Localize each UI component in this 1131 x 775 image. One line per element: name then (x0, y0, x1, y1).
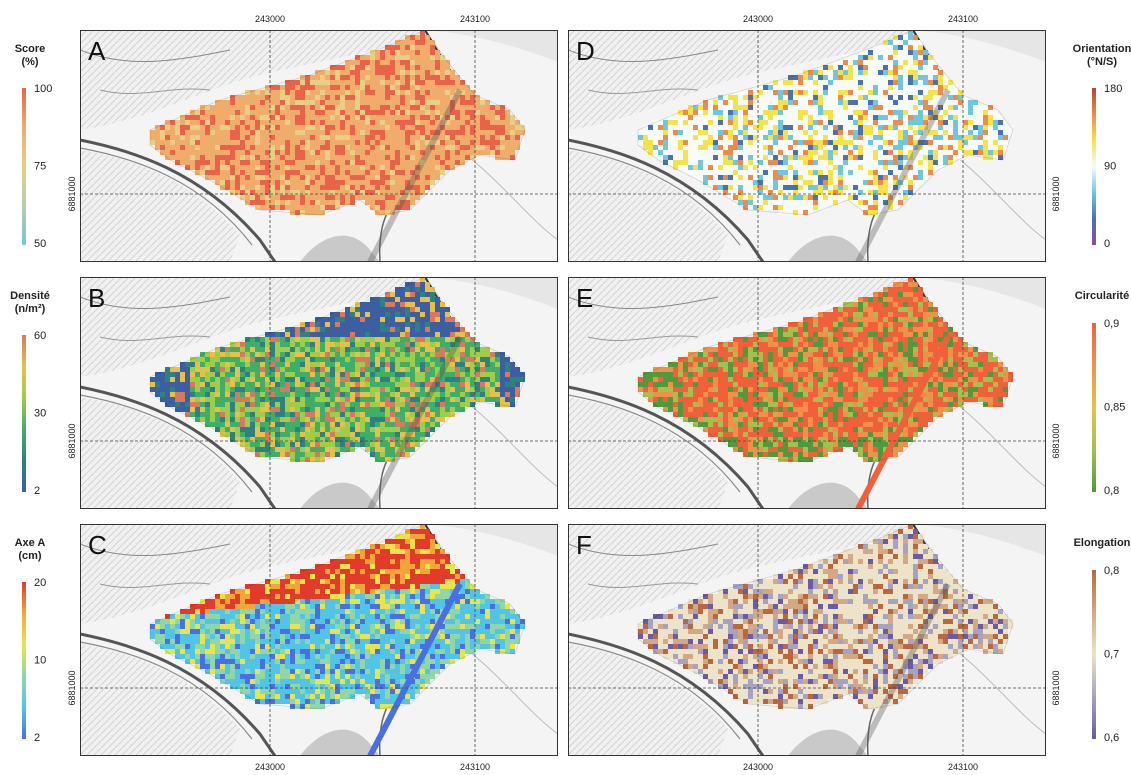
colorbar-tick-label: 75 (34, 161, 46, 173)
map-panel-b: B 6881000 (67, 277, 558, 509)
track-feature (367, 88, 463, 262)
map-panel-c: C 243000 243100 6881000 (67, 524, 558, 772)
panel-label: F (576, 530, 592, 560)
panel-label: A (88, 36, 106, 66)
coord-northing: 6881000 (67, 176, 77, 211)
track-feature (855, 582, 951, 756)
legend-title: Circularité (1075, 290, 1129, 302)
legend-title: Densité (10, 290, 50, 302)
colorbar-tick-label: 30 (34, 408, 46, 420)
colorbar-tick-label: 0,7 (1104, 649, 1119, 661)
coord-easting-right-top: 243100 (948, 14, 978, 24)
track-feature (367, 582, 463, 756)
panel-frame (568, 277, 1046, 509)
colorbar-tick-label: 180 (1104, 83, 1122, 95)
coord-easting-right-bottom: 243100 (460, 762, 490, 772)
colorbar (22, 582, 26, 739)
legend-title: (°N/S) (1087, 56, 1117, 68)
colorbar-tick-label: 2 (34, 485, 40, 497)
map-panel-e: E 6881000 (568, 277, 1061, 509)
colorbar (22, 88, 26, 245)
map-panel-d: D 243000 243100 6881000 (568, 14, 1061, 262)
legend-f: Elongation 0,8 0,7 0,6 (1074, 537, 1131, 744)
legend-title: (n/m²) (15, 303, 46, 315)
colorbar-tick-label: 10 (34, 655, 46, 667)
legend-title: Orientation (1073, 43, 1131, 55)
legend-title: Score (15, 43, 46, 55)
colorbar-tick-label: 0 (1104, 238, 1110, 250)
colorbar (1092, 88, 1096, 245)
panel-label: D (576, 36, 595, 66)
panel-label: C (88, 530, 107, 560)
data-raster (150, 30, 525, 215)
data-raster (150, 277, 525, 462)
colorbar-tick-label: 2 (34, 732, 40, 744)
coord-easting-left-top: 243000 (255, 14, 285, 24)
coord-northing: 6881000 (1051, 423, 1061, 458)
legend-a: Score(%) 100 75 50 (15, 43, 53, 250)
legend-title: Elongation (1074, 537, 1131, 549)
colorbar-tick-label: 0,6 (1104, 732, 1119, 744)
colorbar-tick-label: 0,8 (1104, 485, 1119, 497)
panel-label: B (88, 283, 105, 313)
track-feature (367, 335, 463, 509)
panel-frame (80, 524, 558, 756)
legend-title: (%) (21, 56, 38, 68)
data-raster (638, 524, 1013, 709)
colorbar-tick-label: 0,8 (1104, 565, 1119, 577)
coord-northing: 6881000 (67, 670, 77, 705)
coord-easting-left-bottom: 243000 (255, 762, 285, 772)
colorbar-tick-label: 0,9 (1104, 318, 1119, 330)
coord-northing: 6881000 (67, 423, 77, 458)
panel-frame (568, 30, 1046, 262)
legend-b: Densité(n/m²) 60 30 2 (10, 290, 50, 497)
data-raster (638, 30, 1013, 215)
panel-frame (80, 277, 558, 509)
track-feature (855, 88, 951, 262)
coord-easting-right-bottom: 243100 (948, 762, 978, 772)
colorbar-tick-label: 50 (34, 238, 46, 250)
panel-frame (80, 30, 558, 262)
legend-e: Circularité 0,9 0,85 0,8 (1075, 290, 1129, 497)
legend-title: (cm) (18, 550, 42, 562)
legend-title: Axe A (15, 537, 46, 549)
colorbar (22, 335, 26, 492)
colorbar-tick-label: 20 (34, 577, 46, 589)
track-feature (855, 335, 951, 509)
legend-c: Axe A(cm) 20 10 2 (15, 537, 47, 744)
map-panel-f: F 243000 243100 6881000 (568, 524, 1061, 772)
coord-easting-left-bottom: 243000 (743, 762, 773, 772)
colorbar (1092, 570, 1096, 739)
colorbar-tick-label: 60 (34, 330, 46, 342)
data-raster (638, 277, 1013, 462)
legend-d: Orientation(°N/S) 180 90 0 (1073, 43, 1131, 250)
coord-easting-right-top: 243100 (460, 14, 490, 24)
panel-frame (568, 524, 1046, 756)
panel-label: E (576, 283, 593, 313)
coord-easting-left-top: 243000 (743, 14, 773, 24)
coord-northing: 6881000 (1051, 176, 1061, 211)
map-panel-a: A 243000 243100 6881000 (67, 14, 558, 262)
colorbar (1092, 323, 1096, 492)
colorbar-tick-label: 100 (34, 83, 52, 95)
colorbar-tick-label: 0,85 (1104, 402, 1125, 414)
coord-northing: 6881000 (1051, 670, 1061, 705)
colorbar-tick-label: 90 (1104, 161, 1116, 173)
